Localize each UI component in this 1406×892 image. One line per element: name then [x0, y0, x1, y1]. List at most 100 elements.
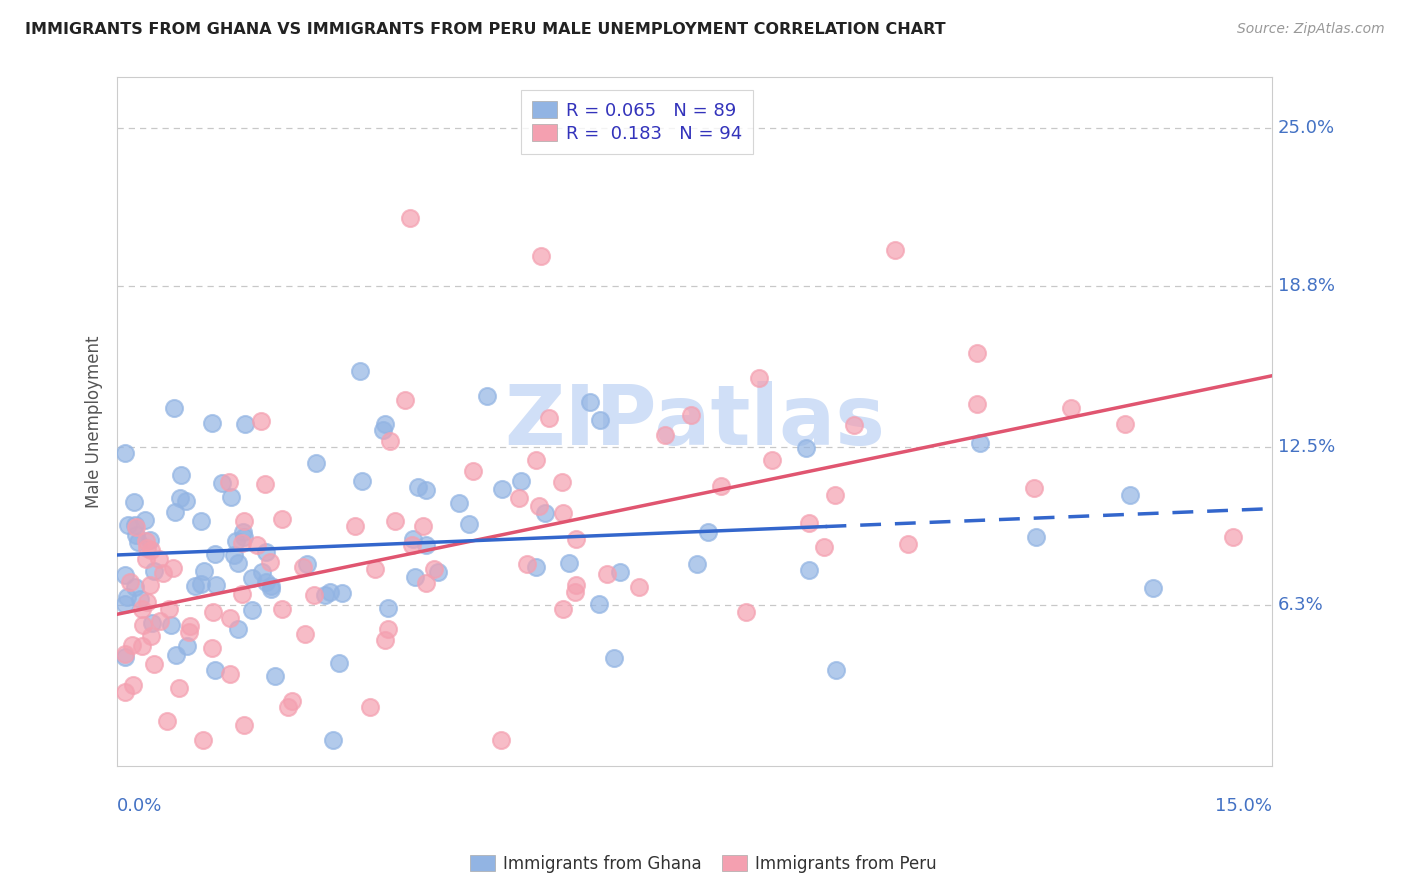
Point [183, 579, 205, 593]
Point [259, 582, 281, 597]
Point [761, 452, 783, 467]
Point [374, 417, 396, 431]
Point [796, 442, 818, 456]
Point [141, 615, 163, 630]
Point [233, 530, 256, 544]
Point [304, 456, 326, 470]
Point [415, 483, 437, 497]
Point [149, 614, 172, 628]
Point [1222, 530, 1244, 544]
Point [132, 618, 155, 632]
Point [163, 401, 186, 415]
Point [734, 605, 756, 619]
Point [125, 520, 148, 534]
Point [415, 576, 437, 591]
Point [211, 475, 233, 490]
Point [118, 574, 141, 589]
Point [162, 561, 184, 575]
Point [551, 475, 574, 489]
Point [475, 389, 498, 403]
Point [412, 519, 434, 533]
Point [134, 513, 156, 527]
Text: IMMIGRANTS FROM GHANA VS IMMIGRANTS FROM PERU MALE UNEMPLOYMENT CORRELATION CHAR: IMMIGRANTS FROM GHANA VS IMMIGRANTS FROM… [25, 22, 946, 37]
Point [394, 393, 416, 408]
Point [218, 475, 240, 489]
Point [966, 345, 988, 359]
Point [193, 733, 215, 747]
Point [225, 533, 247, 548]
Point [232, 525, 254, 540]
Point [233, 417, 256, 432]
Point [654, 428, 676, 442]
Point [114, 685, 136, 699]
Point [250, 565, 273, 579]
Point [681, 409, 703, 423]
Point [277, 700, 299, 714]
Point [966, 397, 988, 411]
Point [139, 533, 162, 547]
Text: Source: ZipAtlas.com: Source: ZipAtlas.com [1237, 22, 1385, 37]
Point [318, 584, 340, 599]
Point [883, 243, 905, 257]
Point [190, 514, 212, 528]
Point [226, 622, 249, 636]
Point [797, 563, 820, 577]
Point [231, 536, 253, 550]
Point [136, 541, 159, 555]
Point [129, 592, 152, 607]
Point [114, 649, 136, 664]
Point [232, 515, 254, 529]
Point [114, 647, 136, 661]
Point [115, 590, 138, 604]
Point [204, 548, 226, 562]
Point [131, 639, 153, 653]
Point [328, 656, 350, 670]
Point [529, 499, 551, 513]
Point [799, 516, 821, 530]
Point [564, 585, 586, 599]
Point [179, 619, 201, 633]
Point [270, 602, 292, 616]
Point [254, 575, 277, 590]
Point [551, 506, 574, 520]
Point [297, 557, 319, 571]
Point [402, 532, 425, 546]
Point [374, 632, 396, 647]
Point [524, 559, 547, 574]
Point [233, 718, 256, 732]
Point [422, 562, 444, 576]
Point [364, 562, 387, 576]
Point [157, 602, 180, 616]
Point [534, 506, 557, 520]
Point [190, 577, 212, 591]
Point [250, 414, 273, 428]
Point [489, 733, 512, 747]
Point [508, 491, 530, 505]
Point [226, 556, 249, 570]
Point [380, 434, 402, 448]
Point [260, 579, 283, 593]
Point [170, 468, 193, 483]
Point [142, 657, 165, 671]
Point [349, 364, 371, 378]
Point [124, 580, 146, 594]
Point [603, 651, 626, 665]
Point [122, 495, 145, 509]
Point [270, 512, 292, 526]
Point [398, 211, 420, 225]
Point [169, 491, 191, 505]
Point [176, 640, 198, 654]
Point [588, 597, 610, 611]
Point [231, 587, 253, 601]
Point [842, 418, 865, 433]
Point [141, 629, 163, 643]
Point [167, 681, 190, 696]
Point [565, 533, 588, 547]
Point [1118, 488, 1140, 502]
Point [135, 534, 157, 549]
Point [322, 733, 344, 747]
Text: 0.0%: 0.0% [117, 797, 163, 814]
Legend: R = 0.065   N = 89, R =  0.183   N = 94: R = 0.065 N = 89, R = 0.183 N = 94 [520, 90, 754, 153]
Point [131, 602, 153, 616]
Point [159, 618, 181, 632]
